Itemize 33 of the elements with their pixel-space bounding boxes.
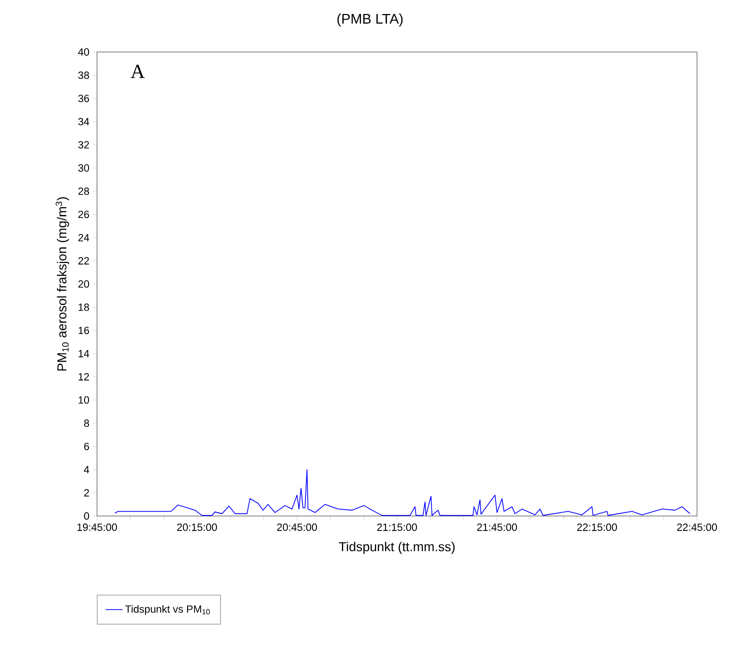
y-tick-label: 36 <box>78 94 90 102</box>
y-tick-label: 2 <box>84 489 89 496</box>
chart-title: (PMB LTA) <box>337 13 403 26</box>
x-tick-label: 20:15:00 <box>177 524 217 531</box>
x-tick-label: 19:45:00 <box>77 524 117 531</box>
y-tick-label: 6 <box>84 442 90 450</box>
y-tick-label: 16 <box>78 326 90 334</box>
y-tick-label: 8 <box>84 420 90 427</box>
y-tick-label: 22 <box>78 257 89 264</box>
x-tick-label: 21:15:00 <box>377 524 417 531</box>
y-tick-label: 20 <box>78 280 90 288</box>
x-tick-label: 21:45:00 <box>477 524 517 531</box>
y-tick-label: 28 <box>78 188 90 195</box>
y-tick-label: 26 <box>78 210 90 218</box>
x-axis-title: Tidspunkt (tt.mm.ss) <box>338 542 455 554</box>
y-tick-label: 10 <box>78 396 90 404</box>
y-tick-label: 14 <box>78 350 90 358</box>
y-tick-label: 0 <box>84 512 90 520</box>
y-tick-label: 40 <box>78 48 90 56</box>
y-tick-label: 32 <box>78 141 89 149</box>
x-tick-label: 20:45:00 <box>277 524 317 531</box>
x-tick-label: 22:45:00 <box>677 524 717 531</box>
x-tick-label: 22:15:00 <box>577 524 617 531</box>
y-tick-label: 12 <box>78 373 89 380</box>
y-tick-label: 30 <box>78 164 90 172</box>
annotation: A <box>130 64 145 78</box>
legend-label: Tidspunkt vs PM$_{10}$ <box>125 605 210 615</box>
y-tick-label: 4 <box>84 466 90 474</box>
y-tick-label: 18 <box>78 304 90 311</box>
y-tick-label: 34 <box>78 118 90 126</box>
y-tick-label: 38 <box>78 72 90 79</box>
y-axis-title: PM$_{10}$ aerosol fraksjon (mg/m$^{3}$) <box>56 197 70 371</box>
y-tick-label: 24 <box>78 234 90 242</box>
